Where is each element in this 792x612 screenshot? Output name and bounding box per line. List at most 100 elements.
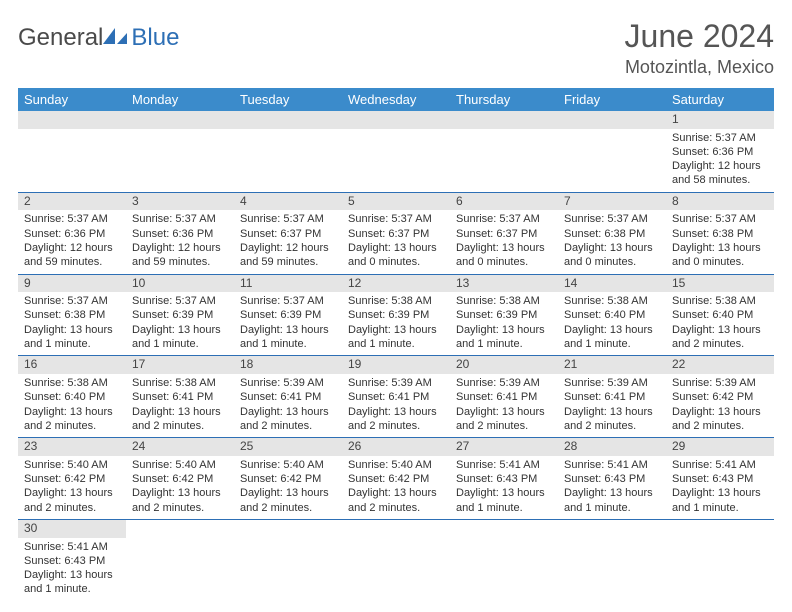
- sunrise-text: Sunrise: 5:37 AM: [456, 212, 552, 226]
- sunrise-text: Sunrise: 5:38 AM: [564, 294, 660, 308]
- sunrise-text: Sunrise: 5:37 AM: [240, 294, 336, 308]
- day-number: 17: [126, 356, 234, 374]
- day-details: Sunrise: 5:41 AMSunset: 6:43 PMDaylight:…: [666, 456, 774, 519]
- daylight-text: Daylight: 12 hours and 59 minutes.: [132, 241, 228, 270]
- day-details: Sunrise: 5:41 AMSunset: 6:43 PMDaylight:…: [558, 456, 666, 519]
- calendar-empty-cell: [450, 111, 558, 192]
- logo-word-1: General: [18, 24, 103, 52]
- sunrise-text: Sunrise: 5:39 AM: [348, 376, 444, 390]
- calendar-week-row: 2Sunrise: 5:37 AMSunset: 6:36 PMDaylight…: [18, 192, 774, 274]
- sunrise-text: Sunrise: 5:40 AM: [132, 458, 228, 472]
- day-number: 29: [666, 438, 774, 456]
- day-details: Sunrise: 5:37 AMSunset: 6:36 PMDaylight:…: [18, 210, 126, 273]
- day-number: 8: [666, 193, 774, 211]
- daylight-text: Daylight: 13 hours and 0 minutes.: [456, 241, 552, 270]
- calendar-empty-cell: [234, 519, 342, 600]
- day-number: 28: [558, 438, 666, 456]
- calendar-day-cell: 22Sunrise: 5:39 AMSunset: 6:42 PMDayligh…: [666, 356, 774, 438]
- sunrise-text: Sunrise: 5:37 AM: [24, 212, 120, 226]
- daylight-text: Daylight: 13 hours and 1 minute.: [240, 323, 336, 352]
- calendar-day-cell: 8Sunrise: 5:37 AMSunset: 6:38 PMDaylight…: [666, 192, 774, 274]
- day-number: 24: [126, 438, 234, 456]
- calendar-day-cell: 2Sunrise: 5:37 AMSunset: 6:36 PMDaylight…: [18, 192, 126, 274]
- day-details: Sunrise: 5:39 AMSunset: 6:41 PMDaylight:…: [234, 374, 342, 437]
- calendar-day-cell: 9Sunrise: 5:37 AMSunset: 6:38 PMDaylight…: [18, 274, 126, 356]
- calendar-empty-cell: [342, 111, 450, 192]
- day-details: Sunrise: 5:40 AMSunset: 6:42 PMDaylight:…: [234, 456, 342, 519]
- sunset-text: Sunset: 6:38 PM: [672, 227, 768, 241]
- sunset-text: Sunset: 6:41 PM: [132, 390, 228, 404]
- day-details: Sunrise: 5:41 AMSunset: 6:43 PMDaylight:…: [450, 456, 558, 519]
- day-details: Sunrise: 5:40 AMSunset: 6:42 PMDaylight:…: [18, 456, 126, 519]
- sunset-text: Sunset: 6:41 PM: [240, 390, 336, 404]
- calendar-day-cell: 20Sunrise: 5:39 AMSunset: 6:41 PMDayligh…: [450, 356, 558, 438]
- day-details: Sunrise: 5:38 AMSunset: 6:40 PMDaylight:…: [558, 292, 666, 355]
- calendar-day-cell: 26Sunrise: 5:40 AMSunset: 6:42 PMDayligh…: [342, 438, 450, 520]
- calendar-day-cell: 19Sunrise: 5:39 AMSunset: 6:41 PMDayligh…: [342, 356, 450, 438]
- sunrise-text: Sunrise: 5:39 AM: [672, 376, 768, 390]
- calendar-day-cell: 18Sunrise: 5:39 AMSunset: 6:41 PMDayligh…: [234, 356, 342, 438]
- sunrise-text: Sunrise: 5:41 AM: [564, 458, 660, 472]
- daylight-text: Daylight: 12 hours and 59 minutes.: [240, 241, 336, 270]
- calendar-day-cell: 12Sunrise: 5:38 AMSunset: 6:39 PMDayligh…: [342, 274, 450, 356]
- sunset-text: Sunset: 6:41 PM: [348, 390, 444, 404]
- sunrise-text: Sunrise: 5:37 AM: [24, 294, 120, 308]
- sunrise-text: Sunrise: 5:37 AM: [672, 131, 768, 145]
- calendar-empty-cell: [558, 111, 666, 192]
- daylight-text: Daylight: 13 hours and 0 minutes.: [348, 241, 444, 270]
- day-details: Sunrise: 5:40 AMSunset: 6:42 PMDaylight:…: [126, 456, 234, 519]
- sunset-text: Sunset: 6:36 PM: [24, 227, 120, 241]
- daylight-text: Daylight: 13 hours and 1 minute.: [564, 486, 660, 515]
- calendar-day-cell: 29Sunrise: 5:41 AMSunset: 6:43 PMDayligh…: [666, 438, 774, 520]
- day-number: 14: [558, 275, 666, 293]
- logo: General Blue: [18, 18, 179, 52]
- calendar-empty-cell: [126, 519, 234, 600]
- day-number-blank: [18, 111, 126, 129]
- daylight-text: Daylight: 13 hours and 1 minute.: [456, 323, 552, 352]
- sunset-text: Sunset: 6:40 PM: [564, 308, 660, 322]
- sunset-text: Sunset: 6:36 PM: [132, 227, 228, 241]
- day-number: 18: [234, 356, 342, 374]
- day-number-blank: [558, 111, 666, 129]
- day-number: 4: [234, 193, 342, 211]
- sunset-text: Sunset: 6:43 PM: [564, 472, 660, 486]
- sunrise-text: Sunrise: 5:37 AM: [672, 212, 768, 226]
- daylight-text: Daylight: 13 hours and 2 minutes.: [132, 405, 228, 434]
- weekday-header: Friday: [558, 88, 666, 111]
- daylight-text: Daylight: 13 hours and 1 minute.: [672, 486, 768, 515]
- weekday-header: Tuesday: [234, 88, 342, 111]
- calendar-day-cell: 30Sunrise: 5:41 AMSunset: 6:43 PMDayligh…: [18, 519, 126, 600]
- daylight-text: Daylight: 13 hours and 1 minute.: [24, 568, 120, 597]
- day-number: 21: [558, 356, 666, 374]
- day-details: Sunrise: 5:37 AMSunset: 6:39 PMDaylight:…: [234, 292, 342, 355]
- page-header: General Blue June 2024 Motozintla, Mexic…: [18, 18, 774, 78]
- day-details: Sunrise: 5:39 AMSunset: 6:42 PMDaylight:…: [666, 374, 774, 437]
- day-number: 15: [666, 275, 774, 293]
- calendar-empty-cell: [666, 519, 774, 600]
- calendar-day-cell: 23Sunrise: 5:40 AMSunset: 6:42 PMDayligh…: [18, 438, 126, 520]
- day-number-blank: [450, 111, 558, 129]
- calendar-day-cell: 28Sunrise: 5:41 AMSunset: 6:43 PMDayligh…: [558, 438, 666, 520]
- sunrise-text: Sunrise: 5:41 AM: [24, 540, 120, 554]
- day-details: Sunrise: 5:37 AMSunset: 6:37 PMDaylight:…: [450, 210, 558, 273]
- sunset-text: Sunset: 6:39 PM: [132, 308, 228, 322]
- sunset-text: Sunset: 6:37 PM: [240, 227, 336, 241]
- calendar-day-cell: 16Sunrise: 5:38 AMSunset: 6:40 PMDayligh…: [18, 356, 126, 438]
- day-number: 1: [666, 111, 774, 129]
- day-number: 6: [450, 193, 558, 211]
- daylight-text: Daylight: 13 hours and 2 minutes.: [672, 405, 768, 434]
- day-details: Sunrise: 5:40 AMSunset: 6:42 PMDaylight:…: [342, 456, 450, 519]
- daylight-text: Daylight: 13 hours and 0 minutes.: [564, 241, 660, 270]
- day-number: 5: [342, 193, 450, 211]
- calendar-day-cell: 15Sunrise: 5:38 AMSunset: 6:40 PMDayligh…: [666, 274, 774, 356]
- day-number: 26: [342, 438, 450, 456]
- sunrise-text: Sunrise: 5:38 AM: [348, 294, 444, 308]
- day-details: Sunrise: 5:37 AMSunset: 6:36 PMDaylight:…: [126, 210, 234, 273]
- day-number: 30: [18, 520, 126, 538]
- day-number: 9: [18, 275, 126, 293]
- sunset-text: Sunset: 6:42 PM: [132, 472, 228, 486]
- day-number-blank: [126, 111, 234, 129]
- sunrise-text: Sunrise: 5:37 AM: [564, 212, 660, 226]
- calendar-day-cell: 6Sunrise: 5:37 AMSunset: 6:37 PMDaylight…: [450, 192, 558, 274]
- weekday-header: Sunday: [18, 88, 126, 111]
